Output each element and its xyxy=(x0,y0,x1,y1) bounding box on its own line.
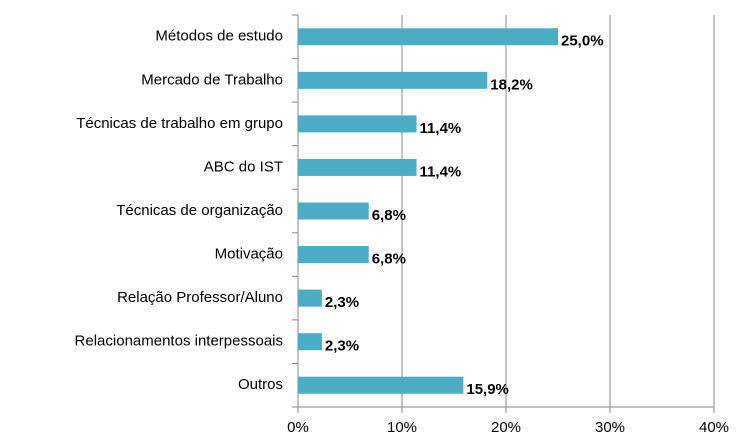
bar xyxy=(298,71,488,89)
x-tick-label: 20% xyxy=(491,419,521,436)
value-label: 2,3% xyxy=(325,338,359,355)
value-label: 11,4% xyxy=(420,163,462,180)
value-label: 18,2% xyxy=(490,76,533,93)
y-tick-label: Motivação xyxy=(215,246,283,263)
bar xyxy=(298,202,369,220)
bar xyxy=(298,158,417,176)
value-label: 6,8% xyxy=(372,207,406,224)
value-label: 2,3% xyxy=(325,294,359,311)
bar xyxy=(298,246,369,264)
y-tick-label: Técnicas de organização xyxy=(116,202,283,219)
y-tick-label: Técnicas de trabalho em grupo xyxy=(76,115,283,132)
value-label: 11,4% xyxy=(420,120,462,137)
value-label: 15,9% xyxy=(466,381,509,398)
y-tick-label: ABC do IST xyxy=(204,158,283,175)
x-tick-label: 40% xyxy=(699,419,729,436)
bar xyxy=(298,28,558,46)
bar xyxy=(298,115,417,133)
y-tick-label: Outros xyxy=(238,376,283,393)
y-tick-label: Relação Professor/Aluno xyxy=(117,289,283,306)
x-tick-label: 0% xyxy=(287,419,309,436)
bar xyxy=(298,376,464,394)
x-tick-label: 10% xyxy=(387,419,417,436)
value-label: 6,8% xyxy=(372,251,406,268)
value-label: 25,0% xyxy=(561,33,604,50)
bar xyxy=(298,289,322,307)
y-tick-label: Métodos de estudo xyxy=(155,28,283,45)
y-tick-label: Relacionamentos interpessoais xyxy=(75,333,283,350)
bar xyxy=(298,333,322,351)
x-tick-label: 30% xyxy=(595,419,625,436)
y-tick-label: Mercado de Trabalho xyxy=(141,71,283,88)
